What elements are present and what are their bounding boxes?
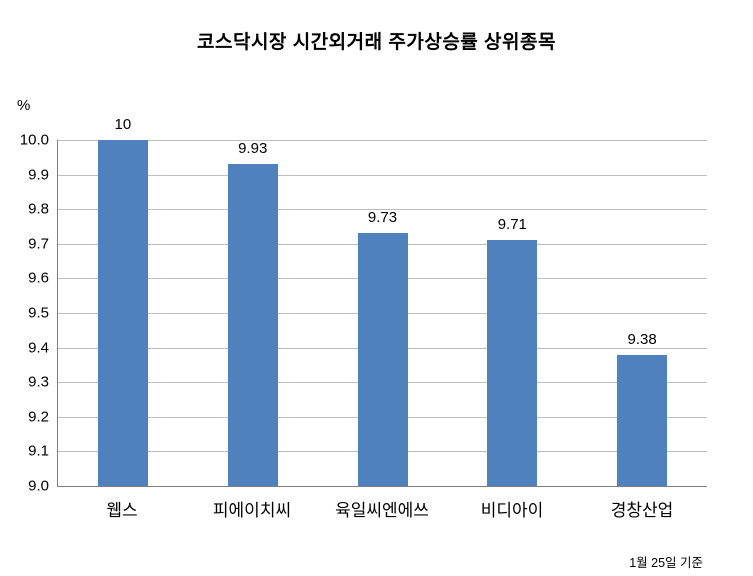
bar-4: [487, 240, 538, 486]
bar-1: [97, 140, 148, 486]
y-axis-unit-label: %: [17, 97, 31, 114]
gridline: [58, 209, 707, 211]
y-tick-label: 9.8: [28, 200, 49, 218]
y-tick-label: 9.2: [28, 408, 49, 426]
footnote: 1월 25일 기준: [629, 556, 703, 570]
y-tick-label: 9.5: [28, 304, 49, 322]
bar-value-label: 9.93: [238, 140, 268, 158]
x-category-label: 비디아이: [480, 501, 544, 520]
y-tick-label: 10.0: [19, 131, 49, 149]
y-tick-label: 9.1: [28, 442, 49, 460]
bar-value-label: 9.73: [367, 209, 398, 227]
bar-5: [617, 354, 668, 486]
y-tick-label: 9.4: [28, 339, 49, 357]
x-category-label: 웹스: [106, 501, 138, 520]
chart-title: 코스닥시장 시간외거래 주가상승률 상위종목: [197, 32, 556, 53]
bar-3: [357, 233, 408, 486]
x-category-label: 피에이치씨: [212, 501, 292, 520]
x-category-label: 육일씨엔에쓰: [335, 501, 429, 520]
y-tick-label: 9.6: [28, 269, 49, 287]
x-category-label: 경창산업: [610, 501, 674, 520]
bar-value-label: 10: [114, 116, 132, 133]
bar-2: [227, 164, 278, 486]
plot-area: 10.0 9.9 9.8 9.7 9.6 9.5 9.4 9.3 9.2 9.1 9.0 10 9.93…: [20, 116, 707, 495]
bar-value-label: 9.38: [627, 330, 657, 348]
y-tick-label: 9.3: [28, 373, 49, 391]
x-axis-labels: 웹스 피에이치씨 육일씨엔에쓰 비디아이 경창산업: [57, 496, 707, 526]
y-tick-label: 9.0: [28, 477, 49, 495]
bar-value-label: 9.71: [497, 216, 527, 234]
y-tick-label: 9.9: [28, 166, 49, 184]
y-tick-label: 9.7: [28, 235, 49, 253]
gridline: [58, 174, 707, 176]
gridline: [58, 140, 707, 141]
